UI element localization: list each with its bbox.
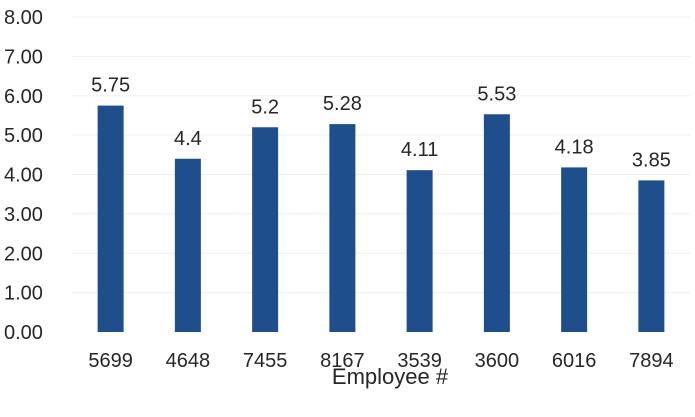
y-axis-ticks: 0.00 1.00 2.00 3.00 4.00 5.00 6.00 7.00 8.00	[4, 7, 43, 344]
x-tick-label: 3600	[475, 350, 520, 372]
bar	[561, 167, 588, 332]
y-tick-label: 5.00	[4, 125, 43, 147]
data-label: 3.85	[632, 149, 671, 171]
data-label: 5.53	[477, 83, 516, 105]
x-tick-label: 6016	[552, 350, 597, 372]
bar	[174, 158, 201, 332]
bar	[97, 105, 124, 332]
data-label: 4.11	[401, 139, 438, 161]
y-tick-label: 7.00	[4, 46, 43, 68]
data-label: 4.18	[555, 136, 594, 158]
data-label: 4.4	[174, 128, 202, 150]
y-tick-label: 6.00	[4, 86, 43, 108]
x-tick-label: 5699	[88, 350, 133, 372]
data-label: 5.2	[251, 96, 279, 118]
gridlines	[72, 16, 690, 294]
bar	[252, 127, 279, 332]
data-label: 5.28	[323, 93, 362, 115]
data-labels: 5.75 4.4 5.2 5.28 4.11 5.53 4.18 3.85	[91, 75, 671, 172]
y-tick-label: 4.00	[4, 165, 43, 187]
y-tick-label: 1.00	[4, 283, 43, 305]
y-tick-label: 2.00	[4, 243, 43, 265]
bar	[638, 180, 665, 332]
bar	[329, 124, 356, 332]
x-tick-label: 8167	[320, 350, 365, 372]
x-tick-label: 3539	[397, 350, 442, 372]
data-label: 5.75	[91, 75, 130, 97]
x-tick-label: 4648	[166, 350, 211, 372]
bar	[406, 170, 433, 332]
x-tick-label: 7455	[243, 350, 288, 372]
y-tick-label: 3.00	[4, 204, 43, 226]
y-tick-label: 0.00	[4, 322, 43, 344]
y-tick-label: 8.00	[4, 7, 43, 29]
x-axis-ticks: 5699 4648 7455 8167 3539 3600 6016 7894	[88, 350, 673, 372]
bar	[483, 114, 510, 332]
bars	[97, 105, 665, 332]
x-tick-label: 7894	[629, 350, 674, 372]
x-axis-title: Employee #	[332, 364, 449, 389]
